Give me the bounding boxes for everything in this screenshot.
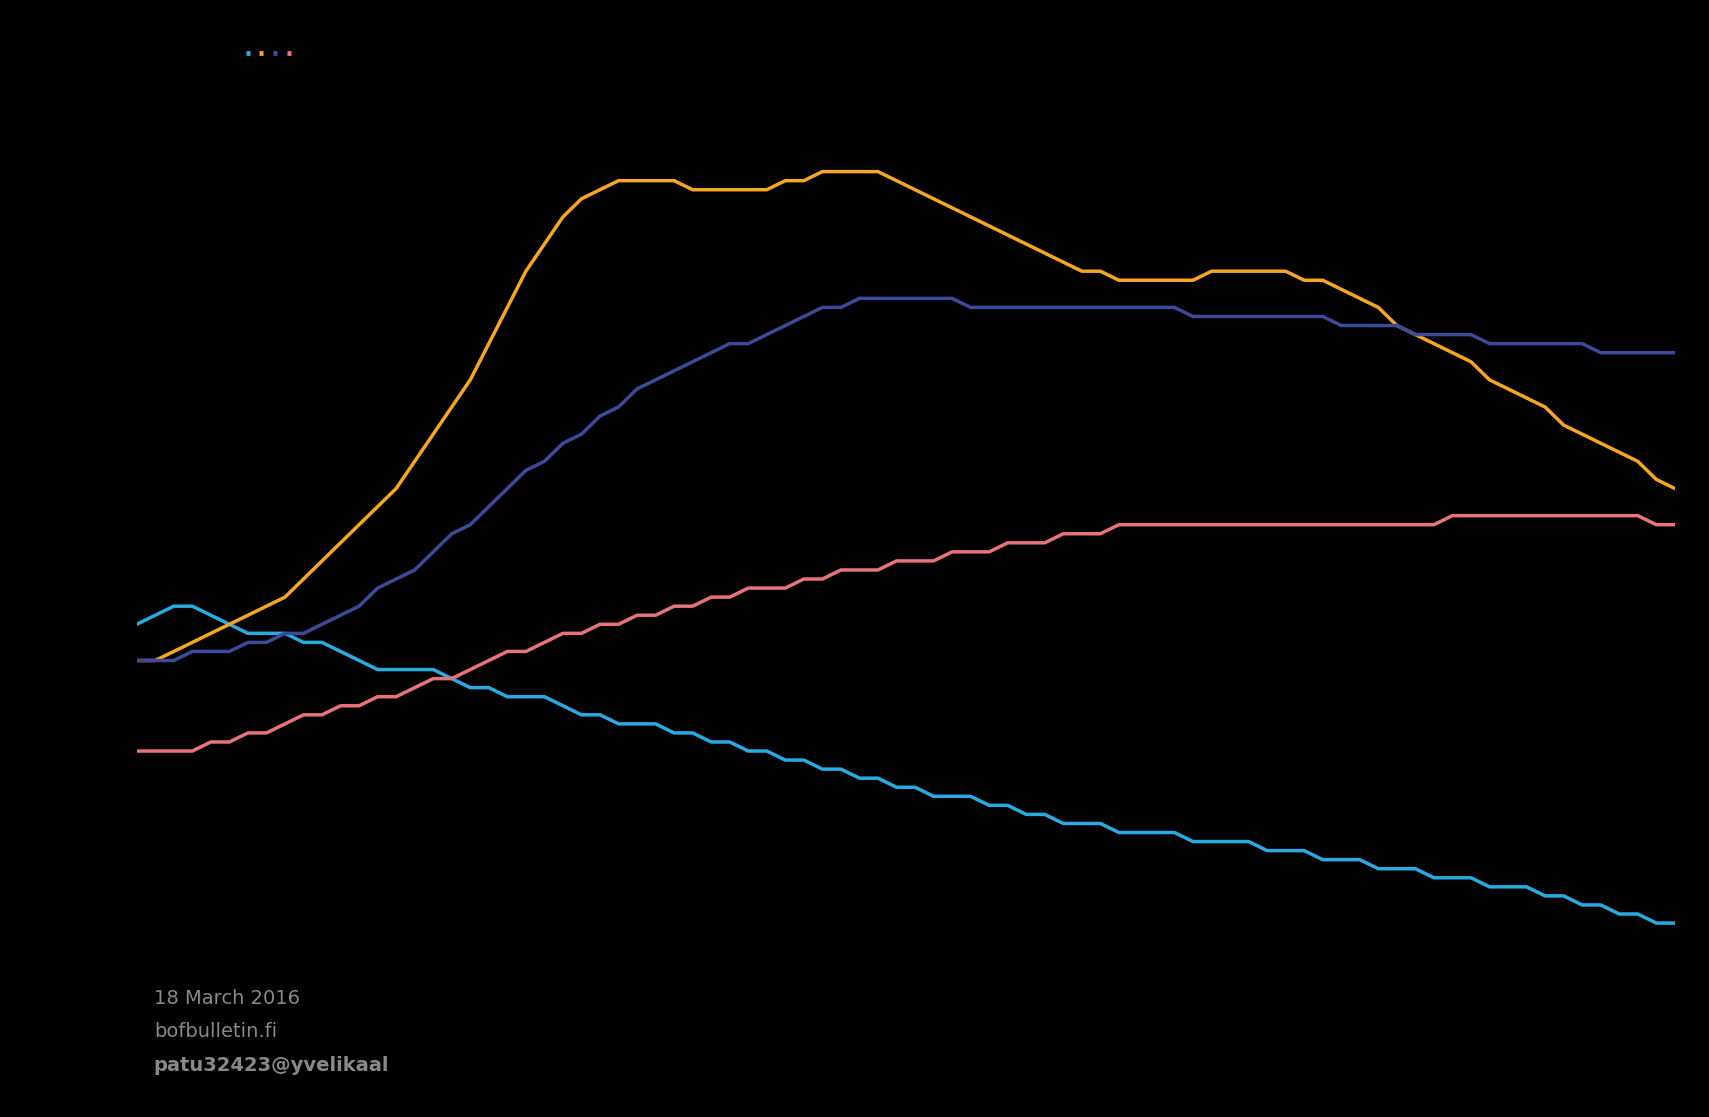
- Legend:  ,  ,  ,  : , , ,: [244, 52, 292, 55]
- Text: 18 March 2016: 18 March 2016: [154, 989, 299, 1008]
- Text: patu32423@yvelikaal: patu32423@yvelikaal: [154, 1056, 390, 1075]
- Text: bofbulletin.fi: bofbulletin.fi: [154, 1022, 277, 1041]
